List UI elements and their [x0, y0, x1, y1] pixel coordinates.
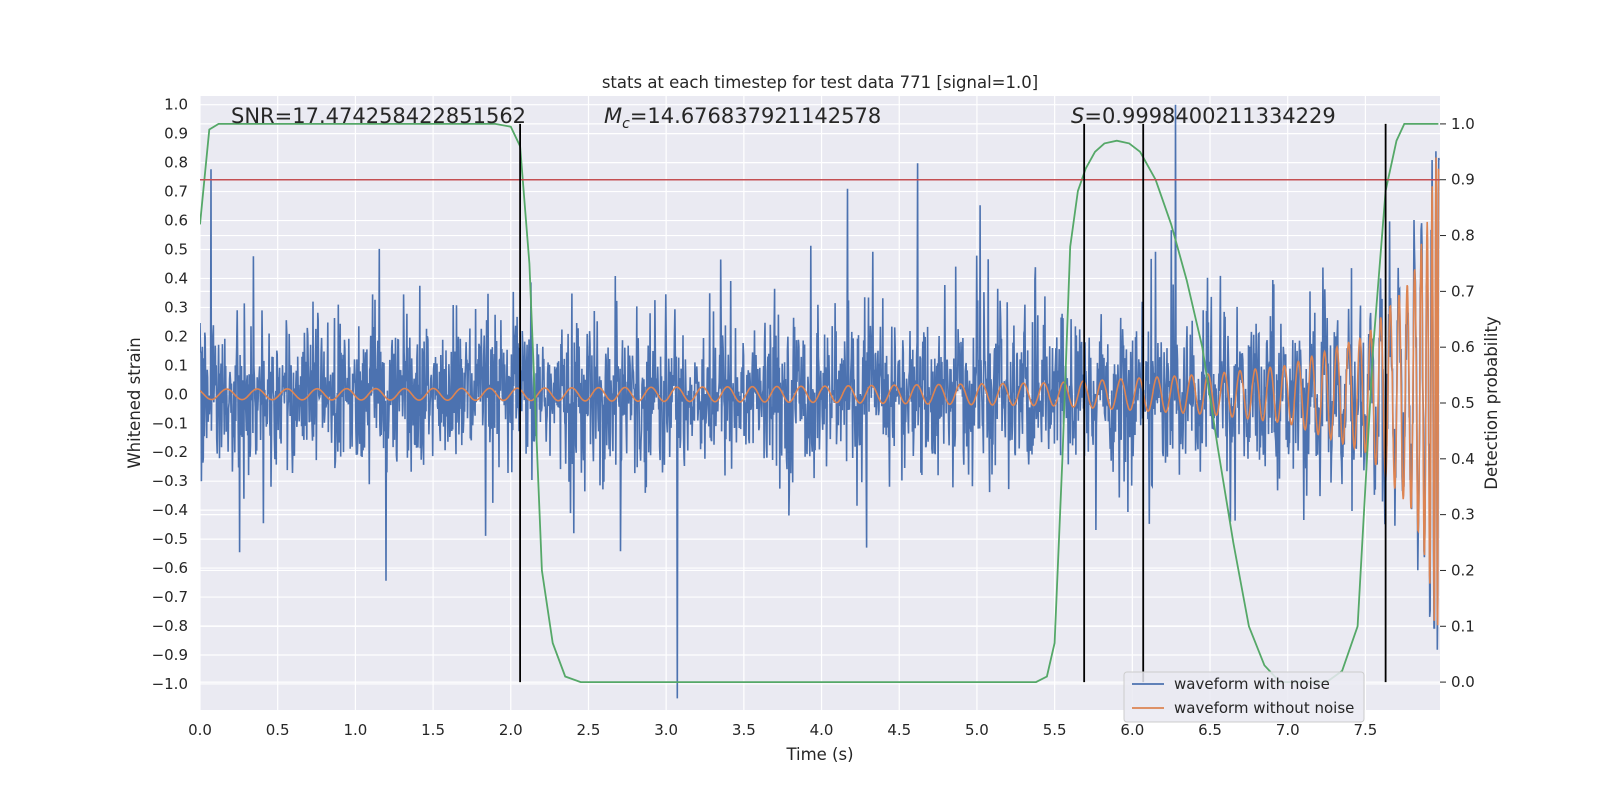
y-tick-label: −0.4: [152, 501, 188, 519]
y-axis-right-label: Detection probability: [1482, 316, 1501, 490]
x-tick-label: 7.5: [1353, 721, 1377, 739]
y-right-tick-label: 1.0: [1451, 115, 1475, 133]
chirp-mass-symbol: M: [604, 104, 622, 128]
y-right-tick-label: 0.7: [1451, 282, 1475, 300]
series-waveform-with-noise: [200, 104, 1440, 699]
y-axis-label: Whitened strain: [125, 337, 144, 468]
y-axis-right-ticks: 1.0 0.9 0.8 0.7 0.6 0.5 0.4 0.3 0.2 0.1 0.0: [1440, 115, 1475, 691]
series-waveform-without-noise: [200, 157, 1440, 626]
y-right-tick-label: 0.2: [1451, 561, 1475, 579]
y-tick-label: −0.2: [152, 443, 188, 461]
x-tick-label: 6.5: [1198, 721, 1222, 739]
snr-annotation: SNR=17.474258422851562: [231, 104, 526, 128]
x-tick-label: 6.0: [1120, 721, 1144, 739]
y-right-tick-label: 0.5: [1451, 394, 1475, 412]
chirp-mass-annotation: Mc=14.676837921142578: [604, 104, 881, 132]
x-tick-label: 4.0: [810, 721, 834, 739]
x-tick-label: 1.0: [343, 721, 367, 739]
y-tick-label: 0.2: [164, 327, 188, 345]
x-tick-label: 4.5: [887, 721, 911, 739]
y-tick-label: −0.5: [152, 530, 188, 548]
y-tick-label: −0.7: [152, 588, 188, 606]
y-tick-label: −0.6: [152, 559, 188, 577]
score-symbol: S: [1071, 104, 1084, 128]
y-tick-label: −0.3: [152, 472, 188, 490]
y-tick-label: 1.0: [164, 96, 188, 114]
x-tick-label: 0.0: [188, 721, 212, 739]
score-annotation: S=0.9998400211334229: [1071, 104, 1336, 128]
y-tick-label: −0.1: [152, 414, 188, 432]
y-axis-ticks: 1.0 0.9 0.8 0.7 0.6 0.5 0.4 0.3 0.2 0.1 0.0 −0.1 −0.…: [152, 96, 188, 693]
y-tick-label: 0.0: [164, 385, 188, 403]
chart-title: stats at each timestep for test data 771…: [602, 73, 1038, 92]
x-axis-ticks: 0.0 0.5 1.0 1.5 2.0 2.5 3.0 3.5 4.0 4.5 5.0 5.5 6.0 6…: [188, 721, 1377, 739]
y-tick-label: 0.6: [164, 212, 188, 230]
y-tick-label: 0.5: [164, 241, 188, 259]
y-tick-label: 0.3: [164, 298, 188, 316]
y-tick-label: 0.8: [164, 154, 188, 172]
x-tick-label: 2.0: [499, 721, 523, 739]
x-tick-label: 3.5: [732, 721, 756, 739]
legend-label-noisy: waveform with noise: [1174, 675, 1330, 693]
y-right-tick-label: 0.8: [1451, 227, 1475, 245]
y-right-tick-label: 0.3: [1451, 506, 1475, 524]
x-axis-label: Time (s): [785, 745, 853, 764]
y-right-tick-label: 0.6: [1451, 338, 1475, 356]
y-tick-label: −1.0: [152, 675, 188, 693]
y-tick-label: −0.8: [152, 617, 188, 635]
x-tick-label: 2.5: [577, 721, 601, 739]
y-tick-label: 0.4: [164, 269, 188, 287]
y-tick-label: 0.7: [164, 183, 188, 201]
chirp-mass-subscript: c: [622, 116, 630, 132]
y-right-tick-label: 0.0: [1451, 673, 1475, 691]
x-tick-label: 5.0: [965, 721, 989, 739]
y-tick-label: −0.9: [152, 646, 188, 664]
y-tick-label: 0.1: [164, 356, 188, 374]
x-tick-label: 3.0: [654, 721, 678, 739]
chirp-mass-value: =14.676837921142578: [630, 104, 881, 128]
y-right-tick-label: 0.4: [1451, 450, 1475, 468]
legend: waveform with noise waveform without noi…: [1123, 671, 1365, 723]
x-tick-label: 5.5: [1043, 721, 1067, 739]
x-tick-label: 1.5: [421, 721, 445, 739]
x-tick-label: 7.0: [1276, 721, 1300, 739]
y-right-tick-label: 0.1: [1451, 617, 1475, 635]
y-right-tick-label: 0.9: [1451, 171, 1475, 189]
legend-label-clean: waveform without noise: [1174, 699, 1354, 717]
legend-box: [1123, 671, 1365, 723]
y-tick-label: 0.9: [164, 125, 188, 143]
x-tick-label: 0.5: [266, 721, 290, 739]
score-value: =0.9998400211334229: [1084, 104, 1335, 128]
